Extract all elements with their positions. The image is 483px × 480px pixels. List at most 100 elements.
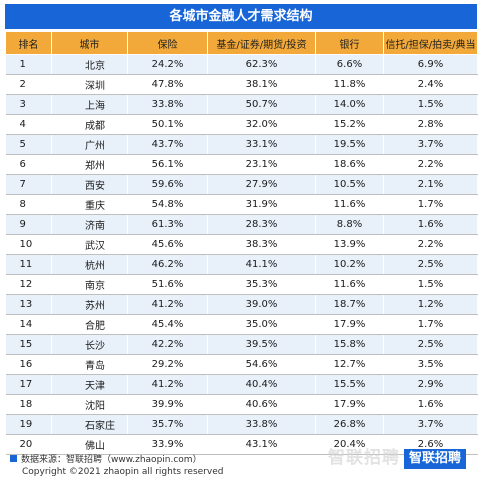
insurance-cell: 41.2% [127,374,208,395]
rank-cell: 15 [5,334,52,355]
bank-cell: 15.5% [315,374,384,395]
city-cell: 佛山 [51,434,128,455]
bank-cell: 15.8% [315,334,384,355]
rank-cell: 3 [5,94,52,115]
bank-cell: 20.4% [315,434,384,455]
table-row: 19 石家庄 35.7% 33.8% 26.8% 3.7% [5,414,478,435]
bank-cell: 11.6% [315,274,384,295]
table-row: 11 杭州 46.2% 41.1% 10.2% 2.5% [5,254,478,275]
fund-cell: 28.3% [207,214,316,235]
rank-cell: 13 [5,294,52,315]
table-row: 9 济南 61.3% 28.3% 8.8% 1.6% [5,214,478,235]
bank-cell: 19.5% [315,134,384,155]
fund-cell: 33.8% [207,414,316,435]
rank-cell: 11 [5,254,52,275]
data-table: 排名 城市 保险 基金/证券/期货/投资 银行 信托/担保/拍卖/典当 1 北京 2… [5,31,478,455]
header-rank: 排名 [5,31,52,55]
rank-cell: 12 [5,274,52,295]
table-row: 16 青岛 29.2% 54.6% 12.7% 3.5% [5,354,478,375]
bank-cell: 8.8% [315,214,384,235]
table-row: 8 重庆 54.8% 31.9% 11.6% 1.7% [5,194,478,215]
trust-cell: 3.7% [383,134,478,155]
trust-cell: 3.7% [383,414,478,435]
rank-cell: 18 [5,394,52,415]
bank-cell: 15.2% [315,114,384,135]
city-cell: 成都 [51,114,128,135]
table-row: 15 长沙 42.2% 39.5% 15.8% 2.5% [5,334,478,355]
rank-cell: 10 [5,234,52,255]
trust-cell: 1.5% [383,94,478,115]
trust-cell: 2.2% [383,154,478,175]
fund-cell: 35.3% [207,274,316,295]
trust-cell: 2.9% [383,374,478,395]
trust-cell: 2.5% [383,334,478,355]
bank-cell: 10.5% [315,174,384,195]
insurance-cell: 29.2% [127,354,208,375]
trust-cell: 1.5% [383,274,478,295]
city-cell: 天津 [51,374,128,395]
rank-cell: 2 [5,74,52,95]
bank-cell: 13.9% [315,234,384,255]
city-cell: 西安 [51,174,128,195]
bank-cell: 18.6% [315,154,384,175]
insurance-cell: 46.2% [127,254,208,275]
table-row: 10 武汉 45.6% 38.3% 13.9% 2.2% [5,234,478,255]
insurance-cell: 24.2% [127,54,208,75]
trust-cell: 1.7% [383,194,478,215]
rank-cell: 1 [5,54,52,75]
fund-cell: 62.3% [207,54,316,75]
fund-cell: 54.6% [207,354,316,375]
table-row: 14 合肥 45.4% 35.0% 17.9% 1.7% [5,314,478,335]
insurance-cell: 45.6% [127,234,208,255]
table-row: 18 沈阳 39.9% 40.6% 17.9% 1.6% [5,394,478,415]
rank-cell: 4 [5,114,52,135]
city-cell: 北京 [51,54,128,75]
table-header-row: 排名 城市 保险 基金/证券/期货/投资 银行 信托/担保/拍卖/典当 [5,31,478,55]
rank-cell: 16 [5,354,52,375]
header-fund-securities: 基金/证券/期货/投资 [207,31,316,55]
bank-cell: 14.0% [315,94,384,115]
rank-cell: 8 [5,194,52,215]
insurance-cell: 43.7% [127,134,208,155]
rank-cell: 7 [5,174,52,195]
bank-cell: 11.8% [315,74,384,95]
city-cell: 长沙 [51,334,128,355]
table-row: 17 天津 41.2% 40.4% 15.5% 2.9% [5,374,478,395]
rank-cell: 19 [5,414,52,435]
city-cell: 南京 [51,274,128,295]
bank-cell: 17.9% [315,314,384,335]
bank-cell: 26.8% [315,414,384,435]
bank-cell: 10.2% [315,254,384,275]
rank-cell: 14 [5,314,52,335]
insurance-cell: 54.8% [127,194,208,215]
insurance-cell: 59.6% [127,174,208,195]
fund-cell: 23.1% [207,154,316,175]
insurance-cell: 50.1% [127,114,208,135]
insurance-cell: 47.8% [127,74,208,95]
fund-cell: 32.0% [207,114,316,135]
fund-cell: 31.9% [207,194,316,215]
trust-cell: 2.1% [383,174,478,195]
rank-cell: 20 [5,434,52,455]
bank-cell: 17.9% [315,394,384,415]
trust-cell: 1.6% [383,214,478,235]
fund-cell: 27.9% [207,174,316,195]
fund-cell: 35.0% [207,314,316,335]
insurance-cell: 33.8% [127,94,208,115]
bank-cell: 11.6% [315,194,384,215]
brand-logo: 智联招聘 [404,449,467,469]
trust-cell: 1.6% [383,394,478,415]
fund-cell: 33.1% [207,134,316,155]
insurance-cell: 42.2% [127,334,208,355]
source-text: 数据来源：智联招聘（www.zhaopin.com） [21,455,202,465]
trust-cell: 1.2% [383,294,478,315]
city-cell: 杭州 [51,254,128,275]
fund-cell: 43.1% [207,434,316,455]
bank-cell: 18.7% [315,294,384,315]
fund-cell: 40.4% [207,374,316,395]
rank-cell: 9 [5,214,52,235]
table-row: 5 广州 43.7% 33.1% 19.5% 3.7% [5,134,478,155]
table-row: 13 苏州 41.2% 39.0% 18.7% 1.2% [5,294,478,315]
city-cell: 合肥 [51,314,128,335]
rank-cell: 6 [5,154,52,175]
